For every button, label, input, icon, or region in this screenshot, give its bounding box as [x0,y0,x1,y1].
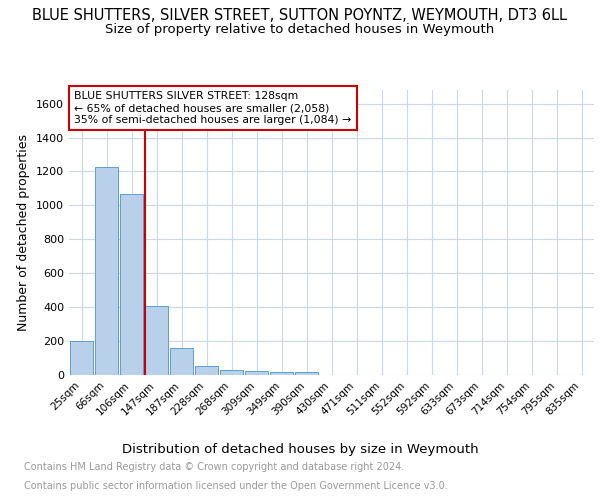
Bar [270,372,293,375]
Text: BLUE SHUTTERS, SILVER STREET, SUTTON POYNTZ, WEYMOUTH, DT3 6LL: BLUE SHUTTERS, SILVER STREET, SUTTON POY… [32,8,568,22]
Bar [70,340,93,375]
Bar [95,167,118,375]
Bar [245,372,268,375]
Bar [170,348,193,375]
Bar [220,370,243,375]
Text: Contains public sector information licensed under the Open Government Licence v3: Contains public sector information licen… [24,481,448,491]
Y-axis label: Number of detached properties: Number of detached properties [17,134,31,331]
Bar [145,306,168,375]
Bar [295,372,318,375]
Text: Contains HM Land Registry data © Crown copyright and database right 2024.: Contains HM Land Registry data © Crown c… [24,462,404,472]
Bar [195,366,218,375]
Bar [120,194,143,375]
Text: Distribution of detached houses by size in Weymouth: Distribution of detached houses by size … [122,442,478,456]
Text: Size of property relative to detached houses in Weymouth: Size of property relative to detached ho… [106,22,494,36]
Text: BLUE SHUTTERS SILVER STREET: 128sqm
← 65% of detached houses are smaller (2,058): BLUE SHUTTERS SILVER STREET: 128sqm ← 65… [74,92,352,124]
